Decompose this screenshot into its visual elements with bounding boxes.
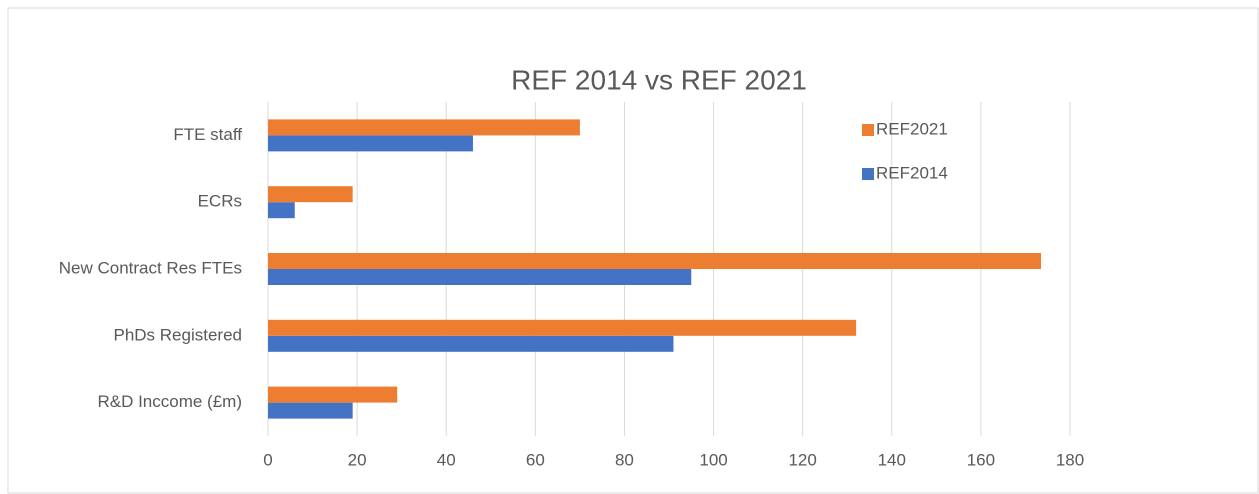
bar	[268, 202, 295, 219]
x-tick-label: 180	[1056, 450, 1084, 469]
y-tick-label: R&D Inccome (£m)	[97, 392, 242, 411]
x-tick-label: 40	[437, 450, 456, 469]
bar	[268, 253, 1042, 269]
bar	[268, 386, 398, 403]
bar	[268, 135, 473, 152]
legend-swatch	[862, 124, 874, 136]
legend-label: REF2014	[876, 163, 948, 182]
bar	[268, 319, 857, 336]
x-tick-label: 60	[526, 450, 545, 469]
chart-frame	[7, 7, 1259, 494]
x-tick-label: 140	[878, 450, 906, 469]
chart-title: REF 2014 vs REF 2021	[511, 64, 807, 95]
x-tick-label: 80	[615, 450, 634, 469]
legend-swatch	[862, 168, 874, 180]
x-tick-label: 160	[967, 450, 995, 469]
x-tick-label: 20	[348, 450, 367, 469]
bar	[268, 335, 674, 352]
x-tick-label: 120	[788, 450, 816, 469]
bar	[268, 119, 580, 136]
bar	[268, 186, 353, 203]
y-tick-label: New Contract Res FTEs	[59, 258, 242, 277]
x-tick-label: 100	[699, 450, 727, 469]
bar	[268, 269, 692, 285]
bar	[268, 402, 353, 419]
y-tick-label: ECRs	[198, 192, 242, 211]
y-tick-label: FTE staff	[173, 125, 242, 144]
y-tick-label: PhDs Registered	[113, 325, 242, 344]
legend-label: REF2021	[876, 119, 948, 138]
x-tick-label: 0	[263, 450, 272, 469]
